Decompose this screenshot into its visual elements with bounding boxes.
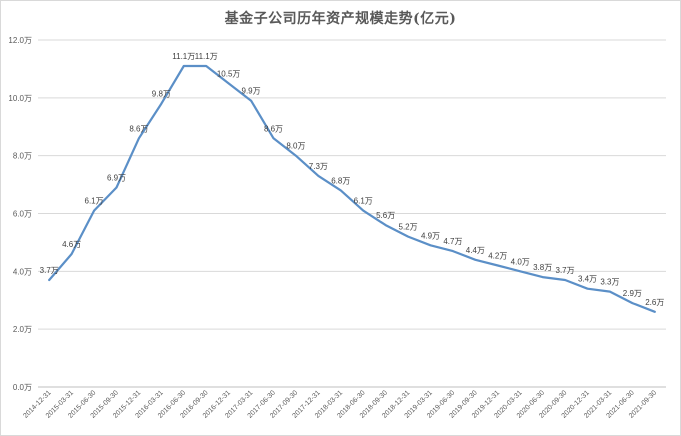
gridlines [38,39,666,388]
data-label: 9.8万 [152,90,171,99]
data-point [48,279,51,281]
data-label: 4.4万 [466,246,485,255]
y-axis: 0.0万 2.0万 4.0万 6.0万 8.0万 10.0万 12.0万 [8,36,32,392]
data-label: 11.1万 [172,52,195,61]
data-point [250,99,252,102]
data-point [384,224,387,226]
y-tick-label: 6.0万 [13,210,32,219]
data-point [429,244,432,247]
data-label: 5.2万 [399,223,418,232]
data-point [519,270,522,273]
data-point [115,186,118,189]
data-label: 3.4万 [578,275,597,284]
data-point [452,250,454,252]
data-label: 8.0万 [286,142,305,151]
data-label: 6.8万 [331,176,350,185]
data-label: 4.9万 [421,231,440,240]
data-point [362,209,365,212]
data-label: 6.1万 [85,197,104,206]
data-point [295,154,297,157]
data-label: 11.1万 [195,52,218,61]
data-label: 2.6万 [645,298,664,307]
data-label: 4.2万 [488,252,507,261]
data-point [586,287,589,290]
data-label: 5.6万 [376,211,395,220]
x-axis: 2014-12-312015-03-312015-06-302015-09-30… [22,389,658,419]
data-labels: 3.7万 4.6万 6.1万 6.9万 8.6万 9.8万 11.1万 11.1万 10.5万9… [40,52,665,307]
y-tick-label: 10.0万 [8,94,32,103]
data-label: 4.6万 [62,240,81,249]
data-label: 10.5万 [217,69,241,78]
y-tick-label: 4.0万 [13,267,32,276]
data-point [631,302,634,304]
data-label: 2.9万 [623,289,642,298]
data-point [339,189,342,192]
data-point [205,65,208,67]
data-point [317,175,320,177]
data-label: 6.1万 [354,197,373,206]
data-label: 8.6万 [264,124,283,133]
y-tick-label: 0.0万 [13,383,32,392]
data-label: 4.7万 [443,237,462,246]
y-tick-label: 12.0万 [8,36,32,45]
data-label: 8.6万 [129,124,148,133]
chart-title: 基金子公司历年资产规模走势(亿元) [224,11,457,27]
data-label: 3.7万 [40,266,59,275]
data-point [272,137,275,140]
data-point [138,137,140,140]
data-point [160,102,163,105]
data-point [541,276,544,278]
data-point [227,82,230,85]
series-line [48,64,656,313]
series-lines [48,64,656,313]
data-point [407,235,409,238]
data-label: 3.7万 [556,266,575,275]
data-label: 3.8万 [533,263,552,272]
data-point [496,264,499,267]
data-point [564,279,566,281]
data-label: 7.3万 [309,162,328,171]
data-point [653,311,656,313]
y-tick-label: 2.0万 [13,325,32,334]
data-point [474,258,477,261]
data-label: 4.0万 [511,257,530,266]
data-point [70,253,73,255]
data-label: 3.3万 [600,278,619,287]
data-label: 9.9万 [242,87,261,96]
data-point [93,209,95,212]
data-point [182,65,185,67]
data-label: 6.9万 [107,173,126,182]
y-tick-label: 8.0万 [13,152,32,161]
data-point [609,290,611,293]
